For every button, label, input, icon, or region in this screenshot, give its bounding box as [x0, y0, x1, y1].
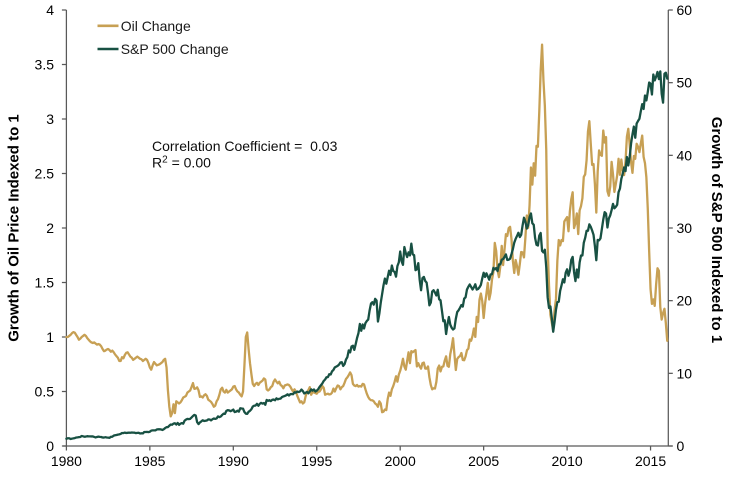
x-tick-label: 2010: [552, 453, 583, 469]
x-tick-label: 2015: [635, 453, 666, 469]
left-tick-label: 4: [46, 2, 54, 18]
x-tick-label: 2005: [468, 453, 499, 469]
left-tick-label: 2: [46, 220, 54, 236]
correlation-annotation: Correlation Coefficient = 0.03 R2 = 0.00: [152, 138, 338, 171]
series-lines: [65, 43, 669, 441]
x-tick-label: 1985: [134, 453, 165, 469]
axes: [61, 9, 673, 451]
left-tick-label: 0.5: [35, 384, 55, 400]
r-squared-base: R: [152, 155, 162, 171]
left-tick-label: 0: [46, 438, 54, 454]
sp500-change-line: [65, 70, 669, 441]
right-tick-label: 60: [677, 2, 693, 18]
right-tick-label: 20: [677, 293, 693, 309]
r-squared-text: R2 = 0.00: [152, 155, 211, 171]
x-tick-label: 1995: [301, 453, 332, 469]
r-squared-superscript: 2: [162, 155, 168, 166]
correlation-text: Correlation Coefficient = 0.03: [152, 138, 338, 154]
right-tick-label: 10: [677, 365, 693, 381]
oil-change-line: [65, 43, 669, 418]
right-tick-label: 30: [677, 220, 693, 236]
x-tick-label: 1990: [218, 453, 249, 469]
right-tick-label: 50: [677, 75, 693, 91]
legend-label-sp500: S&P 500 Change: [121, 41, 229, 57]
left-tick-label: 2.5: [35, 166, 55, 182]
right-tick-label: 0: [677, 438, 685, 454]
legend: Oil Change S&P 500 Change: [97, 18, 229, 57]
right-axis-title: Growth of S&P 500 Indexed to 1: [708, 117, 725, 343]
r-squared-value: = 0.00: [168, 155, 211, 171]
left-tick-label: 3: [46, 111, 54, 127]
legend-label-oil: Oil Change: [121, 18, 191, 34]
left-tick-label: 1.5: [35, 275, 55, 291]
x-tick-label: 1980: [51, 453, 82, 469]
left-tick-label: 3.5: [35, 57, 55, 73]
left-axis-title: Growth of Oil Price Indexed to 1: [6, 114, 23, 342]
right-tick-label: 40: [677, 147, 693, 163]
left-tick-label: 1: [46, 329, 54, 345]
x-tick-label: 2000: [385, 453, 416, 469]
